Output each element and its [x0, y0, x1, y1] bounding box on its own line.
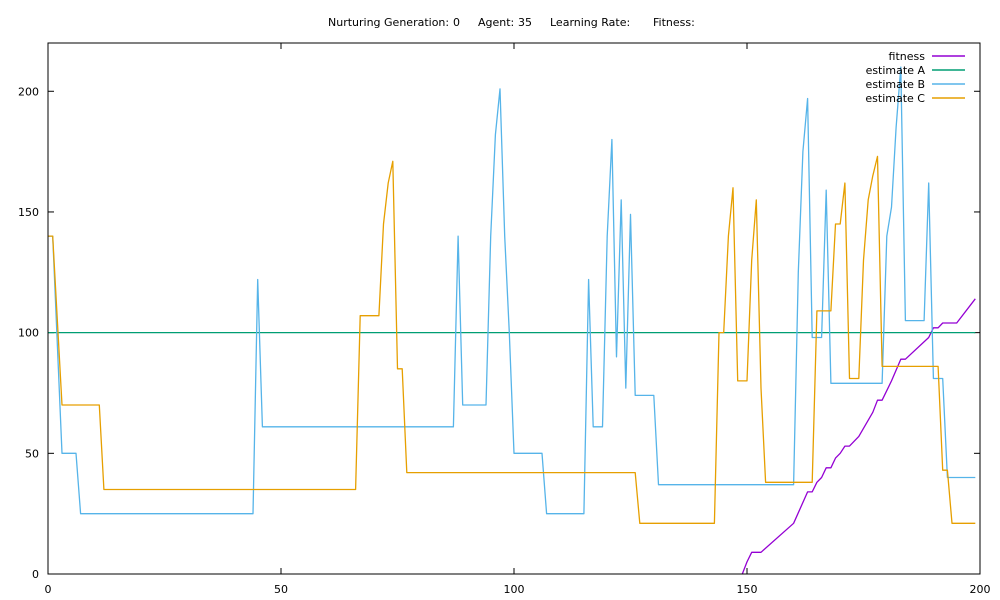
series-line-fitness: [741, 298, 976, 575]
x-tick-label: 50: [274, 583, 288, 596]
series-line-estimate-b: [48, 66, 976, 515]
y-tick-label: 50: [25, 447, 39, 460]
axis-ticks: 0 50 100 150 200 0 50 100 150 200: [18, 43, 991, 596]
y-tick-label: 100: [18, 327, 39, 340]
x-tick-label: 100: [504, 583, 525, 596]
legend-label-estimate-b: estimate B: [866, 78, 925, 91]
y-tick-label: 0: [32, 568, 39, 581]
agent-label: Agent:: [478, 16, 514, 29]
fitness-label: Fitness:: [653, 16, 695, 29]
legend-label-estimate-c: estimate C: [865, 92, 925, 105]
y-tick-label: 150: [18, 206, 39, 219]
generation-label: Nurturing Generation:: [328, 16, 449, 29]
plot-border: [47, 42, 981, 575]
legend-label-estimate-a: estimate A: [866, 64, 926, 77]
legend-label-fitness: fitness: [889, 50, 926, 63]
generation-value: 0: [453, 16, 460, 29]
learning-rate-label: Learning Rate:: [550, 16, 630, 29]
chart-header: Nurturing Generation: 0 Agent: 35 Learni…: [328, 16, 695, 29]
series-line-estimate-c: [48, 155, 976, 524]
x-tick-label: 200: [970, 583, 991, 596]
agent-value: 35: [518, 16, 532, 29]
series-layer: [48, 66, 976, 575]
y-tick-label: 200: [18, 85, 39, 98]
x-tick-label: 150: [737, 583, 758, 596]
x-tick-label: 0: [45, 583, 52, 596]
